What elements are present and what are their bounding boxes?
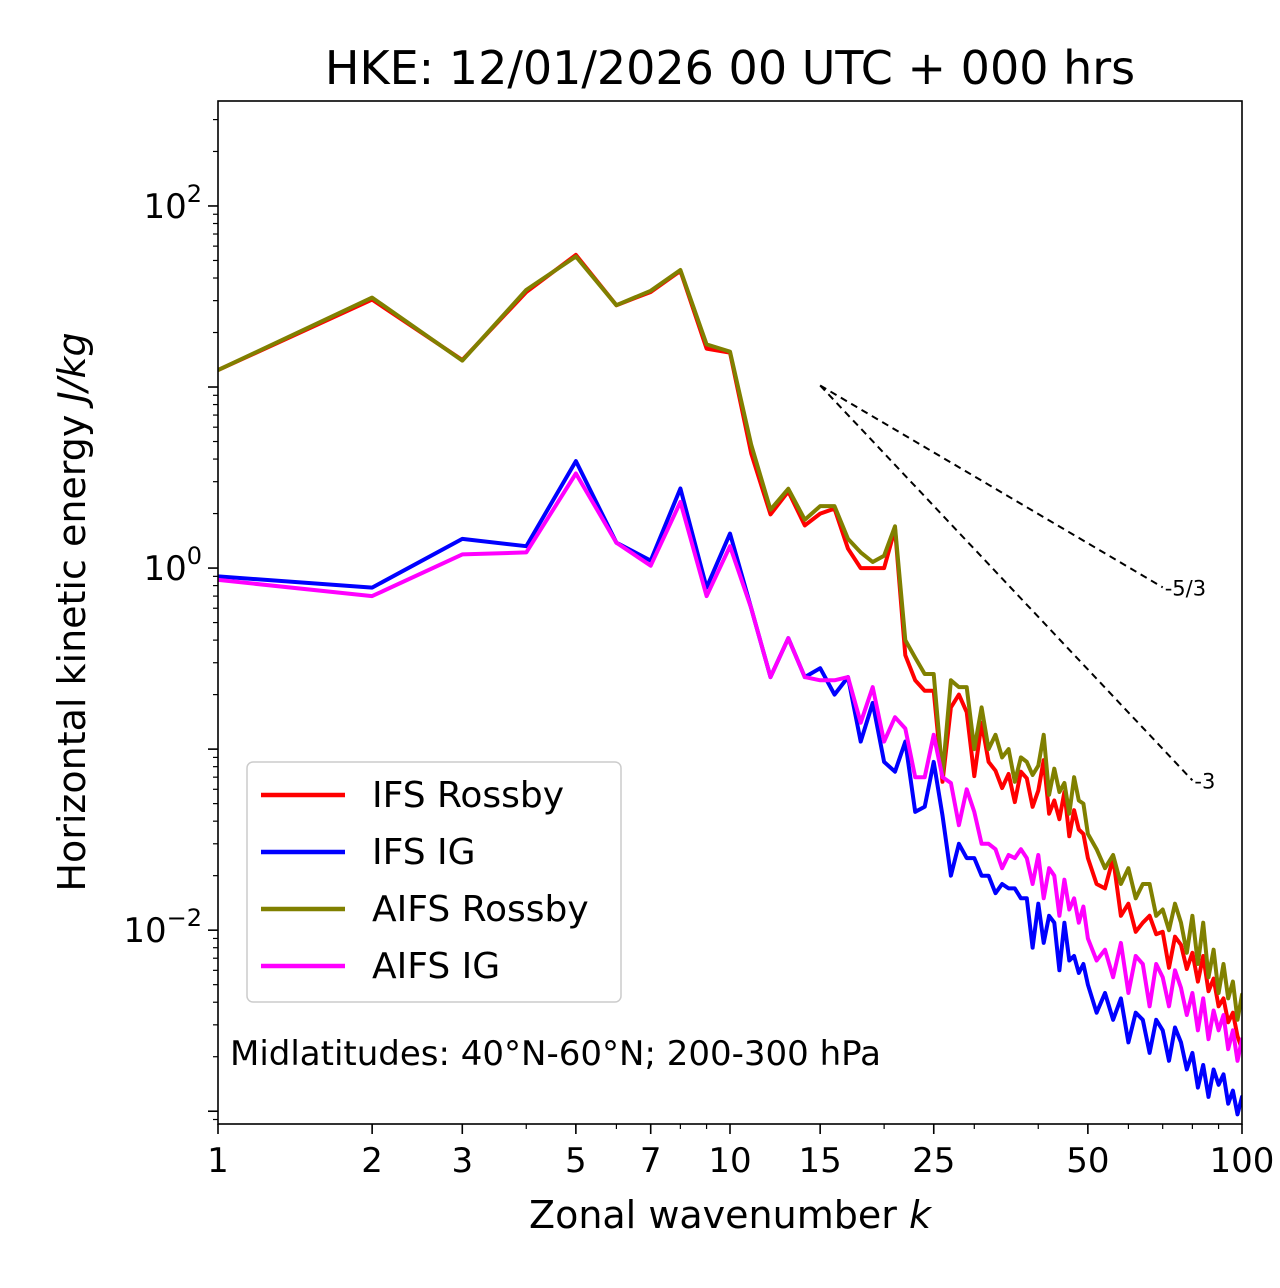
x-tick-label: 1 xyxy=(207,1141,229,1181)
region-annotation: Midlatitudes: 40°N-60°N; 200-300 hPa xyxy=(230,1034,881,1074)
reference-labels: -5/3 -3 xyxy=(1165,576,1216,793)
x-tick-label: 15 xyxy=(799,1141,842,1181)
y-tick-label: 102 xyxy=(143,180,202,227)
legend: IFS Rossby IFS IG AIFS Rossby AIFS IG xyxy=(246,761,622,1003)
legend-label: IFS IG xyxy=(372,832,476,873)
reference-line-slope-2 xyxy=(819,384,1194,782)
reference-lines xyxy=(819,384,1194,782)
series-line-aifs-rossby xyxy=(218,254,1242,1022)
legend-label: AIFS Rossby xyxy=(372,889,589,930)
x-tick-label: 2 xyxy=(361,1141,383,1181)
plot-area: -5/3 -3 1 2 3 5 7 10 15 25 50 100 102 100 10−2 xyxy=(123,100,1274,1181)
reference-label-slope-2: -3 xyxy=(1194,769,1215,793)
reference-label-slope-1: -5/3 xyxy=(1165,576,1206,600)
legend-label: IFS Rossby xyxy=(372,775,564,816)
x-tick-label: 7 xyxy=(640,1141,662,1181)
y-tick-label: 10−2 xyxy=(123,904,202,951)
x-tick-label: 25 xyxy=(912,1141,955,1181)
series-lines xyxy=(218,252,1242,1117)
y-axis-label: Horizontal kinetic energy J/kg xyxy=(50,332,94,891)
y-axis: 102 100 10−2 xyxy=(123,118,218,1121)
legend-box xyxy=(246,761,622,1003)
x-axis-label: Zonal wavenumber k xyxy=(529,1193,933,1237)
x-axis: 1 2 3 5 7 10 15 25 50 100 xyxy=(207,1124,1274,1181)
x-tick-label: 3 xyxy=(451,1141,473,1181)
chart-title: HKE: 12/01/2026 00 UTC + 000 hrs xyxy=(325,41,1135,95)
x-tick-label: 100 xyxy=(1210,1141,1275,1181)
x-tick-label: 5 xyxy=(565,1141,587,1181)
y-tick-label: 100 xyxy=(143,542,202,589)
reference-line-slope-1 xyxy=(819,384,1164,589)
x-tick-label: 10 xyxy=(708,1141,751,1181)
series-line-aifs-ig xyxy=(218,471,1242,1063)
legend-label: AIFS IG xyxy=(372,946,500,987)
x-tick-label: 50 xyxy=(1066,1141,1109,1181)
